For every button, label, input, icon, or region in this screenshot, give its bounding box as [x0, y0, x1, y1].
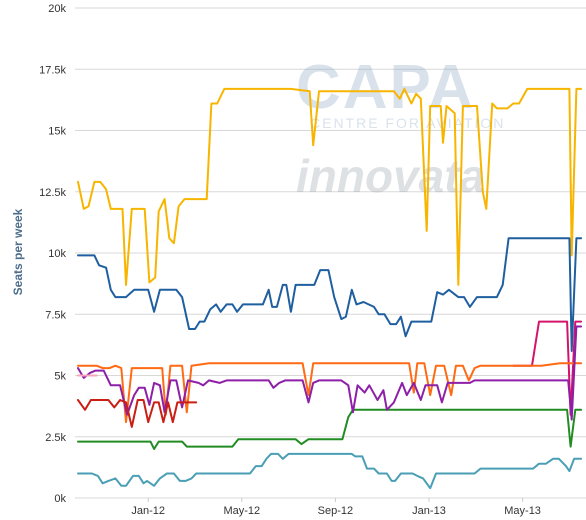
y-tick-label: 10k	[48, 248, 66, 260]
series-line-6	[77, 408, 583, 450]
y-tick-label: 2.5k	[45, 432, 66, 444]
x-axis-tick-labels: Jan-12 May-12 Sep-12 Jan-13 May-13	[131, 505, 541, 517]
watermark-centre-for-aviation: CENTRE FOR AVIATION	[310, 115, 505, 131]
y-tick-label: 17.5k	[39, 64, 66, 76]
series-line-8	[77, 399, 198, 428]
y-tick-label: 7.5k	[45, 309, 66, 321]
x-tick-label: May-12	[223, 505, 260, 517]
capa-innovata-watermark: CAPA CENTRE FOR AVIATION innovata	[296, 53, 505, 202]
y-axis-tick-labels: 0k 2.5k 5k 7.5k 10k 12.5k 15k 17.5k 20k	[39, 3, 66, 505]
series-line-4	[77, 362, 583, 424]
y-tick-label: 12.5k	[39, 187, 66, 199]
series-line-2	[77, 237, 583, 352]
x-tick-label: Sep-12	[318, 505, 353, 517]
x-tick-label: Jan-13	[412, 505, 446, 517]
x-tick-label: Jan-12	[131, 505, 165, 517]
y-tick-label: 0k	[54, 493, 66, 505]
gridlines	[75, 7, 586, 502]
watermark-capa: CAPA	[296, 53, 475, 122]
series-line-1	[77, 87, 583, 286]
x-tick-label: May-13	[504, 505, 541, 517]
watermark-innovata: innovata	[296, 150, 485, 202]
y-tick-label: 5k	[54, 371, 66, 383]
series-line-7	[77, 325, 583, 421]
y-axis-title: Seats per week	[11, 208, 25, 295]
series-line-5	[77, 452, 583, 490]
y-tick-label: 20k	[48, 3, 66, 15]
data-series	[77, 87, 583, 490]
y-tick-label: 15k	[48, 126, 66, 138]
